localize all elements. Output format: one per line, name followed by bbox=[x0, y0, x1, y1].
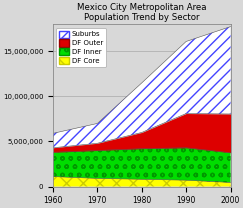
Title: Mexico City Metropolitan Area
Population Trend by Sector: Mexico City Metropolitan Area Population… bbox=[77, 3, 207, 22]
Legend: Suburbs, DF Outer, DF Inner, DF Core: Suburbs, DF Outer, DF Inner, DF Core bbox=[56, 28, 106, 67]
